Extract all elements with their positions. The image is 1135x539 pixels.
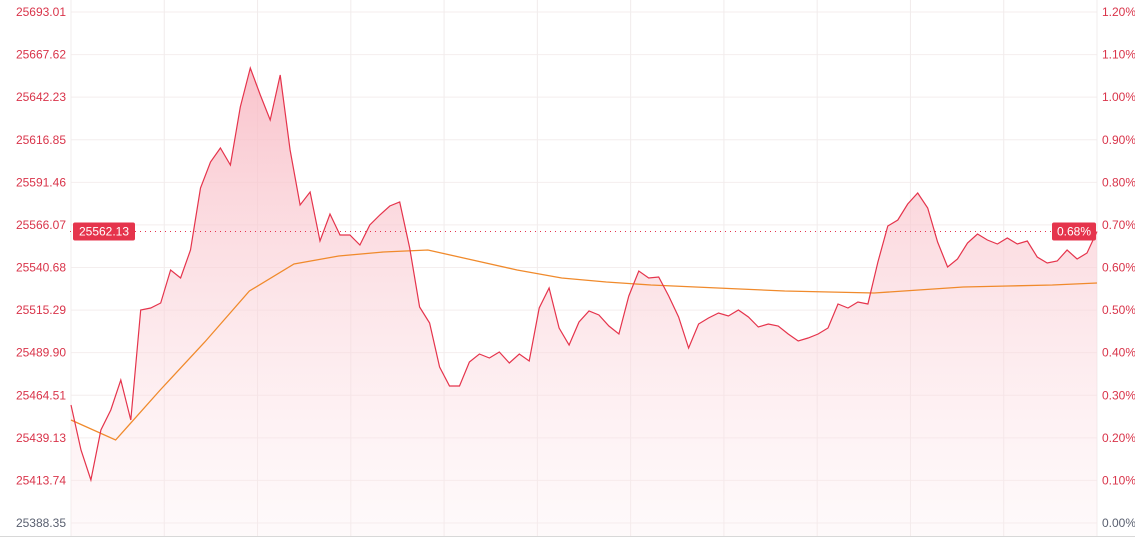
current-percent-label: 0.68% xyxy=(1057,225,1091,239)
average-price-line xyxy=(70,249,1098,441)
left-tick-label: 25464.51 xyxy=(16,388,66,402)
left-tick-label: 25591.46 xyxy=(16,175,66,189)
right-tick-label: 0.60% xyxy=(1102,261,1135,275)
current-price-badge-bg xyxy=(73,222,135,241)
left-tick-label: 25667.62 xyxy=(16,48,66,62)
left-tick-label: 25489.90 xyxy=(16,346,66,360)
right-tick-label: 0.20% xyxy=(1102,431,1135,445)
right-tick-label: 0.80% xyxy=(1102,175,1135,189)
current-percent-badge: 0.68% xyxy=(1052,222,1096,241)
left-price-axis: 25693.01 25667.62 25642.23 25616.85 25591.46… xyxy=(16,5,66,530)
price-area-fill xyxy=(71,68,1097,536)
right-tick-label: 0.90% xyxy=(1102,133,1135,147)
current-percent-badge-bg xyxy=(1052,222,1096,241)
left-tick-label: 25388.35 xyxy=(16,516,66,530)
right-tick-label: 0.50% xyxy=(1102,303,1135,317)
right-tick-label: 0.00% xyxy=(1102,516,1135,530)
right-tick-label: 0.40% xyxy=(1102,346,1135,360)
left-tick-label: 25693.01 xyxy=(16,5,66,19)
current-price-label: 25562.13 xyxy=(79,225,129,239)
left-tick-label: 25439.13 xyxy=(16,431,66,445)
right-tick-label: 0.30% xyxy=(1102,388,1135,402)
right-tick-label: 1.00% xyxy=(1102,90,1135,104)
left-tick-label: 25566.07 xyxy=(16,218,66,232)
left-tick-label: 25413.74 xyxy=(16,473,66,487)
left-tick-label: 25515.29 xyxy=(16,303,66,317)
left-tick-label: 25616.85 xyxy=(16,133,66,147)
right-tick-label: 0.70% xyxy=(1102,218,1135,232)
left-tick-label: 25540.68 xyxy=(16,261,66,275)
right-tick-label: 1.10% xyxy=(1102,48,1135,62)
price-line xyxy=(70,65,1098,483)
right-percent-axis: 1.20% 1.10% 1.00% 0.90% 0.80% 0.70% 0.60% 0.50%… xyxy=(1102,5,1135,530)
left-tick-label: 25642.23 xyxy=(16,90,66,104)
right-tick-label: 0.10% xyxy=(1102,473,1135,487)
right-tick-label: 1.20% xyxy=(1102,5,1135,19)
current-price-badge: 25562.13 xyxy=(73,222,135,241)
